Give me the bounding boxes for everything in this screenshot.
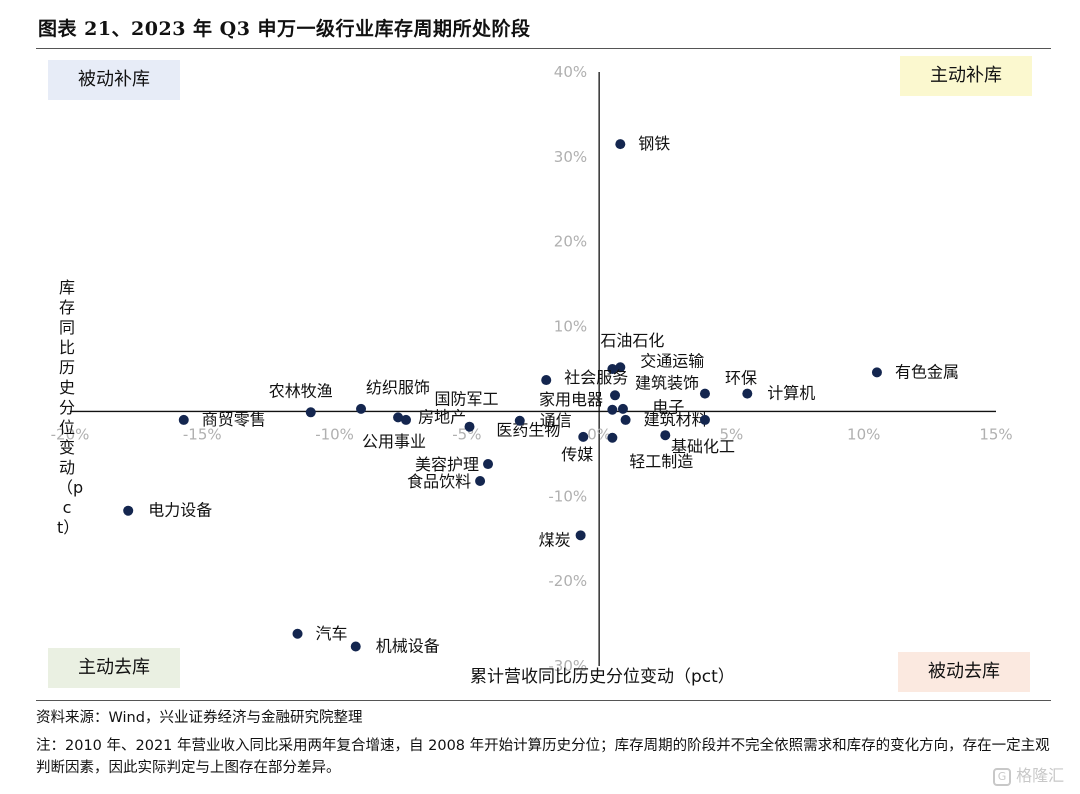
data-point-label: 通信 [540, 411, 572, 430]
data-point-label: 汽车 [316, 624, 348, 643]
scatter-chart: -20% -15% -10% -5% 0% 5% 10% 15% -30% -20% -10% 10%… [51, 63, 1013, 675]
data-point-label: 基础化工 [671, 437, 735, 456]
data-point-label: 计算机 [767, 384, 815, 403]
data-point [575, 530, 586, 541]
x-tick-label: -5% [452, 425, 481, 443]
data-point [464, 421, 475, 432]
data-point [607, 404, 618, 415]
watermark: G 格隆汇 [993, 762, 1064, 786]
watermark-text: 格隆汇 [1016, 766, 1065, 785]
data-point-label: 纺织服饰 [366, 378, 430, 397]
data-point-label: 轻工制造 [629, 452, 693, 471]
data-point [305, 407, 316, 418]
data-point [393, 412, 404, 423]
data-point-label: 公用事业 [362, 432, 426, 451]
x-tick-label: 0% [587, 425, 611, 443]
data-point [178, 414, 189, 425]
data-point-label: 医药生物 [496, 421, 560, 440]
data-point [401, 414, 412, 425]
data-point [871, 367, 882, 378]
data-point [615, 362, 626, 373]
x-tick-label: 5% [720, 425, 744, 443]
data-point-label: 煤炭 [539, 530, 571, 549]
data-point-label: 建筑装饰 [635, 373, 699, 392]
source-text: 资料来源：Wind，兴业证券经济与金融研究院整理 [36, 710, 363, 726]
data-point [292, 628, 303, 639]
data-point [514, 415, 525, 426]
x-tick-label: -15% [183, 425, 222, 443]
y-tick-label: 10% [554, 318, 587, 336]
data-point-label: 电子 [652, 398, 684, 417]
data-point-label: 农林牧渔 [269, 381, 333, 400]
title-rule [36, 48, 1051, 49]
x-tick-label: 15% [979, 425, 1012, 443]
data-point [607, 364, 618, 374]
y-tick-label: 30% [554, 148, 587, 166]
data-point-label: 机械设备 [376, 636, 440, 655]
data-point [607, 432, 618, 443]
y-tick-label: 20% [554, 233, 587, 251]
data-point-label: 家用电器 [539, 390, 603, 409]
data-point-label: 商贸零售 [202, 410, 266, 429]
note-text: 注：2010 年、2021 年营业收入同比采用两年复合增速，自 2008 年开始… [36, 738, 1050, 776]
data-point-label: 电力设备 [148, 501, 212, 520]
data-point [620, 414, 631, 425]
y-axis-label: 库存同比历史分位变动（pct） [57, 278, 84, 537]
watermark-logo-icon: G [993, 767, 1011, 786]
data-point-label: 国防军工 [435, 390, 499, 409]
data-point [483, 459, 494, 470]
data-point-label: 石油石化 [600, 331, 664, 350]
quadrant-bottom-right: 被动去库 [898, 652, 1030, 692]
data-point-label: 环保 [725, 369, 757, 388]
quadrant-bottom-left: 主动去库 [48, 648, 180, 688]
quadrant-top-left: 被动补库 [48, 60, 180, 100]
data-point-label: 建筑材料 [644, 410, 708, 429]
data-point-label: 食品饮料 [407, 472, 471, 491]
data-point-label: 钢铁 [638, 134, 670, 153]
data-point [660, 430, 671, 441]
data-point [742, 388, 753, 399]
data-point [617, 403, 628, 414]
data-point [350, 641, 361, 652]
data-point [578, 431, 589, 442]
data-point [699, 388, 710, 399]
data-point [699, 414, 710, 425]
data-point-label: 美容护理 [415, 455, 479, 474]
data-point [356, 403, 367, 414]
y-tick-label: -20% [548, 572, 587, 590]
x-tick-label: -10% [315, 425, 354, 443]
y-tick-label: -30% [548, 657, 587, 675]
x-axis-label: 累计营收同比历史分位变动（pct） [470, 667, 735, 687]
footer-rule [36, 700, 1051, 701]
figure-title: 图表 21、2023 年 Q3 申万一级行业库存周期所处阶段 [38, 18, 531, 40]
y-tick-label: 40% [554, 63, 587, 81]
data-point-label: 房地产 [418, 407, 466, 426]
data-point [123, 505, 134, 516]
x-tick-label: 10% [847, 425, 880, 443]
data-point [541, 375, 552, 386]
y-tick-label: -10% [548, 487, 587, 505]
quadrant-top-right: 主动补库 [900, 56, 1032, 96]
data-point [615, 139, 626, 150]
data-point [475, 476, 486, 487]
data-point-label: 交通运输 [640, 351, 704, 370]
data-point-label: 传媒 [561, 445, 593, 464]
data-point-label: 有色金属 [895, 362, 959, 381]
data-point [610, 390, 621, 401]
data-point-label: 社会服务 [564, 368, 628, 387]
x-tick-label: -20% [51, 425, 90, 443]
